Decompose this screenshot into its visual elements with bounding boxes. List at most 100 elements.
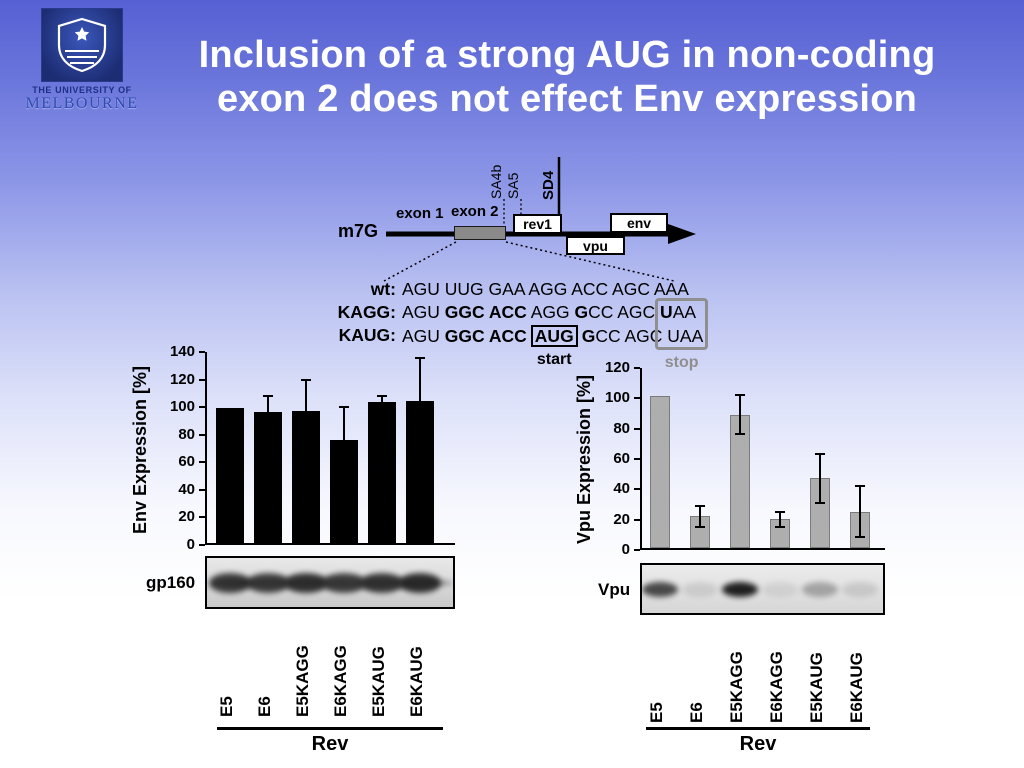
- error-bar-cap: [263, 427, 273, 430]
- y-tick-mark: [634, 427, 640, 430]
- seq-part-bold: GGC ACC: [444, 326, 527, 346]
- kagg-sequence: AGU GGC ACC AGG GCC AGC UAA: [402, 302, 696, 323]
- bar-E5: [216, 407, 244, 543]
- y-tick-20: 20: [178, 508, 195, 526]
- env-western-blot: [205, 556, 455, 609]
- blot-band: [842, 582, 878, 597]
- x-label-E5: E5: [217, 696, 236, 717]
- error-bar-cap: [815, 501, 825, 504]
- blot-band: [642, 582, 678, 597]
- title-line-1: Inclusion of a strong AUG in non-coding: [198, 34, 936, 76]
- blot-band: [209, 573, 251, 593]
- y-tick-mark: [634, 397, 640, 400]
- y-tick-mark: [199, 544, 205, 546]
- x-label-E6KAGG: E6KAGG: [331, 645, 350, 717]
- university-name: MELBOURNE: [25, 95, 139, 112]
- error-bar: [819, 453, 821, 503]
- blot-band: [247, 573, 289, 593]
- y-tick-mark: [634, 367, 640, 369]
- bar-E5: [650, 396, 670, 548]
- y-tick-mark: [634, 518, 640, 521]
- vpu-western-blot: [640, 563, 885, 615]
- rev1-box: rev1: [513, 214, 562, 234]
- stop-label: stop: [664, 354, 699, 371]
- seq-part-bold: G: [581, 326, 596, 346]
- stop-codon-kaug: UAA: [667, 326, 704, 346]
- seq-part: AGU: [402, 302, 445, 322]
- exon2-label: exon 2: [451, 203, 499, 220]
- x-label-E5KAUG: E5KAUG: [807, 652, 826, 723]
- university-logo: THE UNIVERSITY OF MELBOURNE: [16, 8, 148, 113]
- seq-row-kagg: KAGG: AGU GGC ACC AGG GCC AGC UAA: [330, 302, 696, 323]
- kaug-sequence: AGU GGC ACC AUG GCC AGC UAA: [402, 325, 704, 348]
- sa4b-label: SA4b: [488, 164, 504, 199]
- y-tick-mark: [199, 516, 205, 519]
- error-bar-cap: [377, 394, 387, 397]
- seq-part-bold: G: [574, 302, 589, 322]
- blot-band: [323, 573, 365, 593]
- y-tick-140: 140: [169, 343, 195, 360]
- x-label-E6KAUG: E6KAUG: [407, 646, 426, 717]
- error-bar-cap: [735, 433, 745, 436]
- error-bar: [739, 394, 741, 435]
- y-tick-80: 80: [178, 425, 195, 443]
- error-bar-cap: [695, 504, 705, 507]
- vpu-bar-chart: [640, 368, 885, 550]
- x-label-E6: E6: [687, 702, 706, 723]
- blot-band: [361, 573, 403, 593]
- blot-band: [722, 582, 758, 597]
- x-label-E6KAUG: E6KAUG: [847, 652, 866, 723]
- bar-E6: [254, 412, 282, 543]
- error-bar: [267, 395, 269, 429]
- rev1-label: rev1: [523, 216, 552, 232]
- gp160-blot-label: gp160: [146, 573, 196, 592]
- vpu-rev-group: Rev: [646, 727, 870, 756]
- error-bar-cap: [775, 525, 785, 528]
- y-tick-100: 100: [604, 389, 630, 407]
- x-label-E6: E6: [255, 696, 274, 717]
- vpu-rev-label: Rev: [739, 733, 777, 755]
- y-tick-mark: [199, 378, 205, 381]
- stop-codon-outline: [655, 298, 709, 350]
- y-tick-100: 100: [169, 398, 195, 416]
- error-bar: [305, 380, 307, 441]
- blot-band: [399, 573, 441, 593]
- seq-row-wt: wt: AGU UUG GAA AGG ACC AGC AAA: [330, 279, 689, 300]
- env-rev-group: Rev: [217, 727, 443, 756]
- bar-E5KAUG: [368, 402, 396, 543]
- error-bar-cap: [415, 357, 425, 360]
- exon2-box: [454, 226, 506, 240]
- x-label-E5KAUG: E5KAUG: [369, 646, 388, 717]
- error-bar-cap: [301, 379, 311, 382]
- x-label-E6KAGG: E6KAGG: [767, 651, 786, 723]
- error-bar-cap: [339, 405, 349, 408]
- blot-band: [762, 582, 798, 597]
- x-label-E5KAGG: E5KAGG: [293, 645, 312, 717]
- y-tick-60: 60: [613, 450, 630, 467]
- blot-band: [682, 582, 718, 597]
- wt-label: wt:: [370, 279, 396, 299]
- error-bar: [381, 395, 383, 410]
- vpu-blot-label: Vpu: [598, 580, 631, 599]
- seq-row-kaug: KAUG: AGU GGC ACC AUG GCC AGC UAA: [330, 325, 704, 348]
- y-tick-mark: [199, 406, 205, 409]
- crest-shield-icon: [57, 17, 107, 73]
- y-tick-20: 20: [613, 510, 630, 528]
- env-axis-title: Env Expression [%]: [130, 365, 150, 535]
- error-bar: [859, 485, 861, 538]
- y-tick-0: 0: [186, 536, 195, 553]
- seq-part: AGU: [402, 326, 445, 346]
- error-bar-cap: [377, 408, 387, 411]
- title-line-2: exon 2 does not effect Env expression: [216, 78, 918, 121]
- y-tick-120: 120: [169, 370, 195, 388]
- error-bar-cap: [775, 510, 785, 513]
- y-tick-mark: [634, 549, 640, 551]
- stop-codon-kagg: UAA: [660, 302, 696, 322]
- y-tick-40: 40: [178, 480, 195, 498]
- env-axis-ticks: 0 20 40 60 80 100 120 140: [159, 343, 205, 553]
- vpu-box: vpu: [566, 236, 625, 255]
- y-tick-mark: [199, 488, 205, 491]
- m7g-cap-label: m7G: [338, 221, 379, 241]
- kaug-label: KAUG:: [338, 325, 396, 345]
- x-label-E5KAGG: E5KAGG: [727, 651, 746, 723]
